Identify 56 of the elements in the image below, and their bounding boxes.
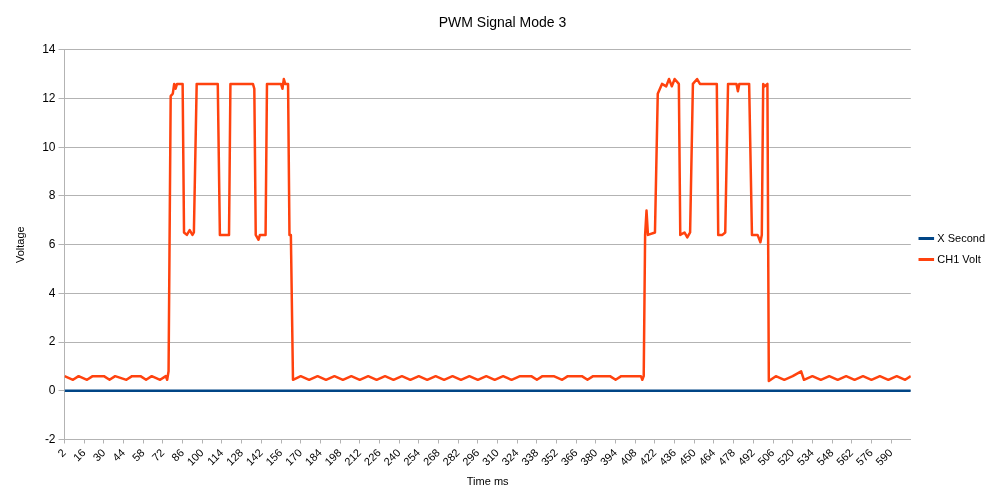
- x-tick-label: 254: [400, 446, 423, 468]
- x-tick-label: 226: [361, 446, 383, 468]
- x-tick-label: 450: [676, 446, 698, 468]
- x-tick-label: 464: [696, 446, 718, 468]
- y-tick-label: 6: [48, 236, 56, 251]
- x-tick-label: 100: [184, 446, 206, 468]
- x-tick-label: 506: [755, 446, 777, 468]
- x-tick-label: 576: [853, 446, 875, 468]
- x-tick-label: 436: [656, 446, 679, 468]
- x-tick-label: 548: [814, 446, 836, 468]
- y-tick-label: 0: [48, 383, 56, 398]
- x-tick-label: 198: [322, 446, 344, 468]
- x-tick-label: 352: [538, 446, 561, 468]
- x-tick-label: 240: [381, 446, 403, 468]
- y-axis-title: Voltage: [13, 226, 26, 263]
- x-tick-label: 212: [341, 446, 364, 468]
- x-tick-label: 478: [715, 446, 738, 468]
- x-tick-label: 338: [518, 446, 541, 468]
- x-tick-label: 142: [243, 446, 265, 468]
- x-tick-label: 72: [149, 446, 167, 464]
- y-tick-label: 2: [48, 334, 56, 349]
- y-tick-label: 8: [48, 188, 56, 203]
- x-tick-label: 268: [420, 446, 443, 468]
- legend-label: CH1 Volt: [937, 252, 981, 265]
- chart-title: PWM Signal Mode 3: [438, 14, 567, 31]
- x-tick-label: 282: [440, 446, 462, 468]
- x-tick-label: 114: [204, 446, 226, 468]
- x-tick-label: 422: [637, 446, 659, 468]
- y-tick-label: 4: [48, 285, 56, 300]
- y-tick-label: 10: [42, 139, 56, 154]
- x-tick-label: 184: [302, 446, 324, 468]
- x-tick-label: 310: [479, 446, 502, 468]
- x-tick-label: 408: [617, 446, 639, 468]
- legend-label: X Second: [937, 231, 985, 244]
- x-axis-title: Time ms: [466, 475, 510, 488]
- x-tick-label: 534: [794, 446, 816, 468]
- x-tick-label: 30: [90, 446, 108, 464]
- x-tick-label: 156: [263, 446, 285, 468]
- y-tick-label: 12: [42, 90, 56, 105]
- x-tick-label: 324: [499, 446, 521, 468]
- y-tick-label: 14: [42, 42, 56, 57]
- y-tick-label: -2: [44, 431, 56, 446]
- x-tick-label: 128: [223, 446, 246, 468]
- x-tick-label: 380: [578, 446, 600, 468]
- x-tick-label: 590: [873, 446, 895, 468]
- x-tick-label: 58: [129, 446, 147, 464]
- x-tick-label: 44: [110, 446, 128, 464]
- x-tick-label: 170: [282, 446, 305, 468]
- x-tick-label: 16: [70, 446, 88, 464]
- x-tick-label: 562: [833, 446, 856, 468]
- x-tick-label: 492: [735, 446, 757, 468]
- x-tick-label: 86: [169, 446, 187, 464]
- x-tick-label: 296: [459, 446, 482, 468]
- x-tick-label: 520: [774, 446, 797, 468]
- x-tick-label: 394: [597, 446, 620, 468]
- x-tick-label: 366: [558, 446, 580, 468]
